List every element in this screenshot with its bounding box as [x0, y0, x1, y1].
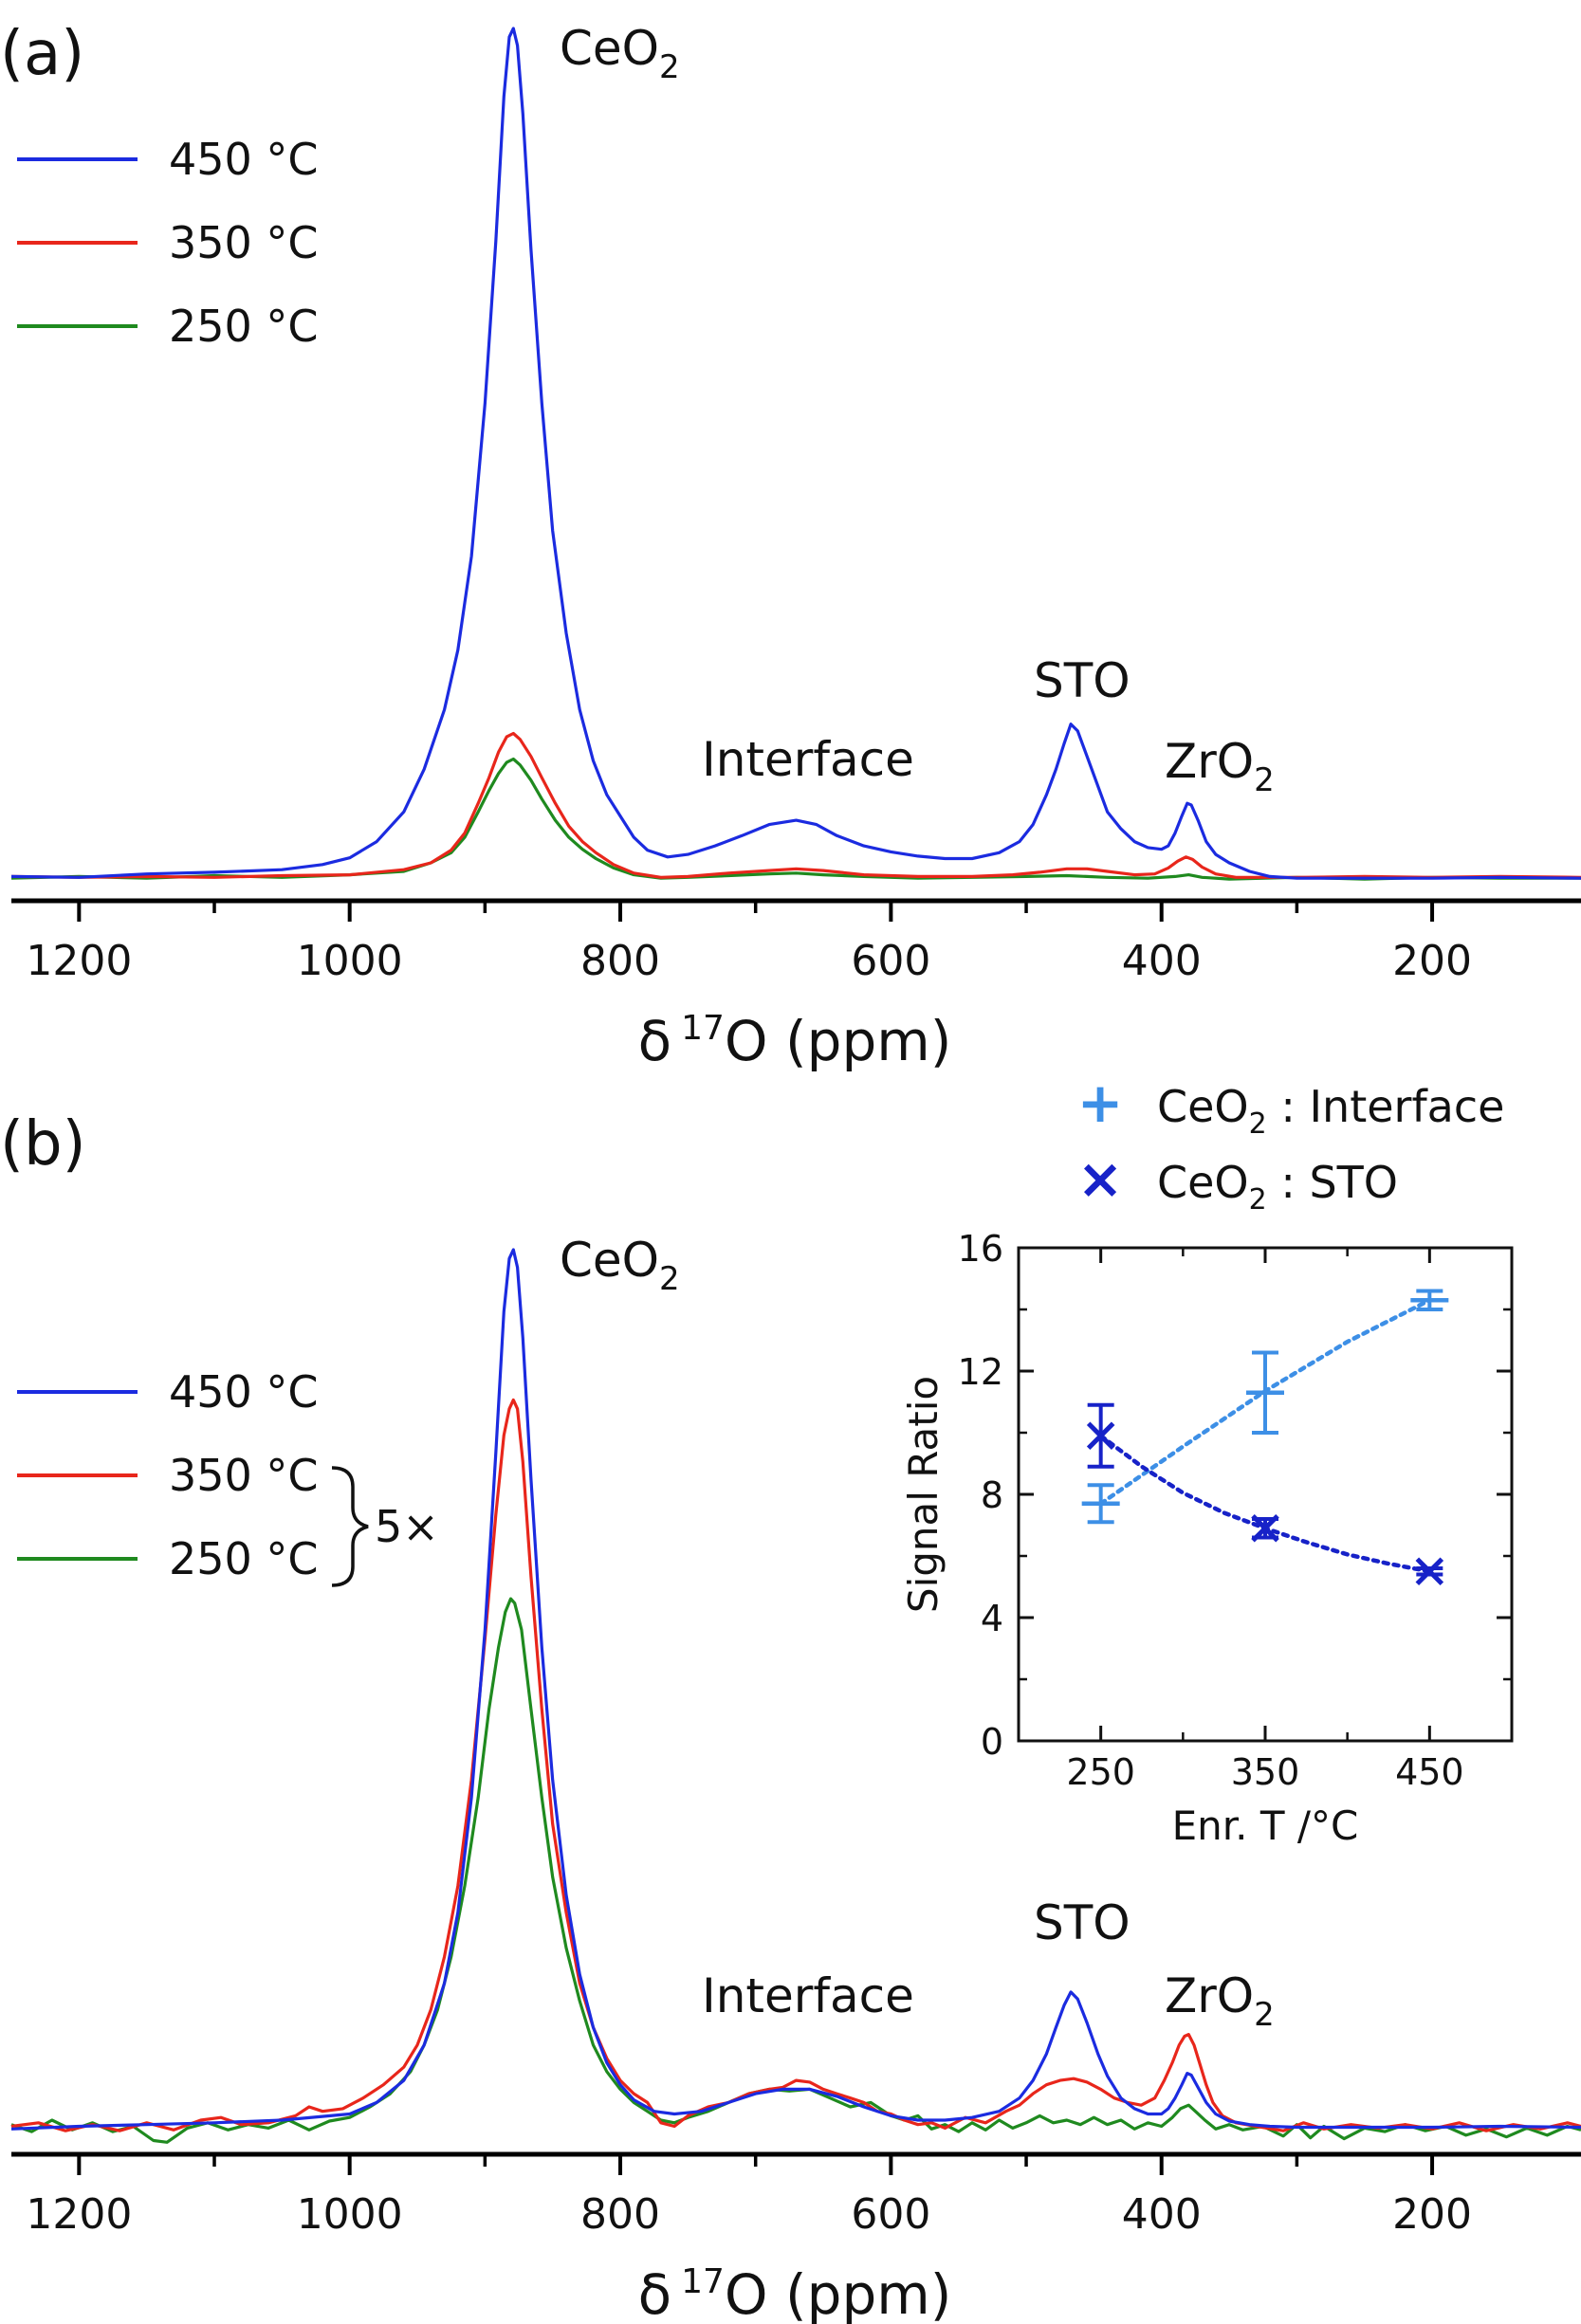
- legend-label-350: 350 °C: [169, 217, 319, 268]
- y-tick-label-4: 4: [981, 1598, 1003, 1639]
- legend-label-ceo2-interface: CeO2 : Interface: [1157, 1081, 1504, 1141]
- series-line-350: [10, 1398, 1581, 2132]
- x-tick-label-600: 600: [851, 937, 930, 985]
- x-tick-label-800: 800: [580, 2190, 660, 2239]
- panel-b-plot: [10, 1248, 1581, 2144]
- annotation-zro2: ZrO2: [1165, 734, 1275, 799]
- x-tick-label-200: 200: [1392, 2190, 1472, 2239]
- panel-b: (b) 450 °C 350 °C 250 °C 5× CeO2 Interfa…: [0, 1071, 1581, 2324]
- inset-x-tick-labels: 250 350 450: [1066, 1751, 1463, 1793]
- inset-y-axis-title: Signal Ratio: [900, 1376, 947, 1613]
- x-marker-icon: [1086, 1421, 1115, 1451]
- legend-label-250: 250 °C: [169, 1533, 319, 1584]
- panel-a-x-ticks: [77, 901, 1435, 922]
- panel-b-x-ticks: [77, 2154, 1435, 2175]
- annotation-zro2: ZrO2: [1165, 1968, 1275, 2034]
- x-tick-label-450: 450: [1395, 1751, 1464, 1793]
- data-point: [1415, 1557, 1444, 1586]
- annotation-sto: STO: [1034, 653, 1131, 708]
- x-tick-label-1200: 1200: [26, 2190, 132, 2239]
- inset-frame: [1017, 1246, 1514, 1743]
- y-tick-label-12: 12: [958, 1351, 1003, 1393]
- x-tick-label-250: 250: [1066, 1751, 1135, 1793]
- series-line-250: [10, 1597, 1581, 2144]
- x-marker-icon: [1251, 1513, 1279, 1543]
- annotation-sto: STO: [1034, 1895, 1131, 1950]
- legend-label-350: 350 °C: [169, 1450, 319, 1501]
- panel-b-legend: 450 °C 350 °C 250 °C 5×: [17, 1366, 439, 1587]
- panel-b-label: (b): [0, 1109, 86, 1180]
- x-tick-label-400: 400: [1122, 937, 1202, 985]
- inset-x-axis-title: Enr. T /°C: [1172, 1802, 1359, 1849]
- panel-a-annotations: CeO2 Interface STO ZrO2: [560, 21, 1275, 799]
- legend-label-450: 450 °C: [169, 134, 319, 185]
- series-line-450: [10, 27, 1581, 880]
- annotation-ceo2: CeO2: [560, 21, 680, 86]
- x-tick-label-350: 350: [1231, 1751, 1300, 1793]
- legend-marker-x-icon: ×: [1077, 1146, 1124, 1211]
- brace-icon: [331, 1466, 369, 1587]
- x-marker-icon: [1415, 1557, 1444, 1586]
- x-tick-label-200: 200: [1392, 937, 1472, 985]
- data-point: [1251, 1513, 1279, 1543]
- y-tick-label-8: 8: [981, 1474, 1003, 1516]
- series-line-350: [10, 731, 1581, 879]
- panel-a-label: (a): [0, 19, 84, 89]
- annotation-interface: Interface: [702, 732, 914, 787]
- data-point: [1081, 1483, 1120, 1525]
- annotation-interface: Interface: [702, 1968, 914, 2023]
- inset-legend: + CeO2 : Interface × CeO2 : STO: [1077, 1071, 1505, 1217]
- x-tick-label-400: 400: [1122, 2190, 1202, 2239]
- panel-a-x-axis-title: δ 17O (ppm): [638, 1009, 952, 1073]
- inset-chart: + CeO2 : Interface × CeO2 : STO 0 4 8 12…: [900, 1071, 1514, 1849]
- panel-a-plot: [10, 27, 1581, 881]
- annotation-ceo2: CeO2: [560, 1233, 680, 1298]
- fit-line: [1098, 1434, 1432, 1574]
- panel-b-x-tick-labels: 1200 1000 800 600 400 200: [26, 2190, 1472, 2239]
- panel-a-x-tick-labels: 1200 1000 800 600 400 200: [26, 937, 1472, 985]
- x-tick-label-1000: 1000: [297, 937, 403, 985]
- legend-marker-plus-icon: +: [1077, 1071, 1124, 1135]
- x-tick-label-1000: 1000: [297, 2190, 403, 2239]
- inset-plot: [1081, 1289, 1449, 1586]
- y-tick-label-16: 16: [958, 1228, 1003, 1270]
- x-tick-label-1200: 1200: [26, 937, 132, 985]
- panel-a: (a) 450 °C 350 °C 250 °C CeO2 Interface …: [0, 19, 1581, 1073]
- inset-y-tick-labels: 0 4 8 12 16: [958, 1228, 1003, 1763]
- data-point: [1086, 1402, 1115, 1469]
- legend-label-450: 450 °C: [169, 1366, 319, 1418]
- panel-b-x-axis-title: δ 17O (ppm): [638, 2262, 952, 2324]
- inset-ticks: [1017, 1246, 1514, 1743]
- x-tick-label-600: 600: [851, 2190, 930, 2239]
- legend-label-250: 250 °C: [169, 301, 319, 352]
- panel-b-annotations: CeO2 Interface STO ZrO2: [560, 1233, 1275, 2034]
- data-point: [1246, 1350, 1284, 1435]
- panel-a-legend: 450 °C 350 °C 250 °C: [17, 134, 319, 352]
- y-tick-label-0: 0: [981, 1721, 1003, 1763]
- legend-label-ceo2-sto: CeO2 : STO: [1157, 1157, 1398, 1217]
- data-point: [1410, 1289, 1449, 1311]
- x-tick-label-800: 800: [580, 937, 660, 985]
- scale-factor-label: 5×: [375, 1501, 439, 1552]
- series-line-450: [10, 1248, 1581, 2131]
